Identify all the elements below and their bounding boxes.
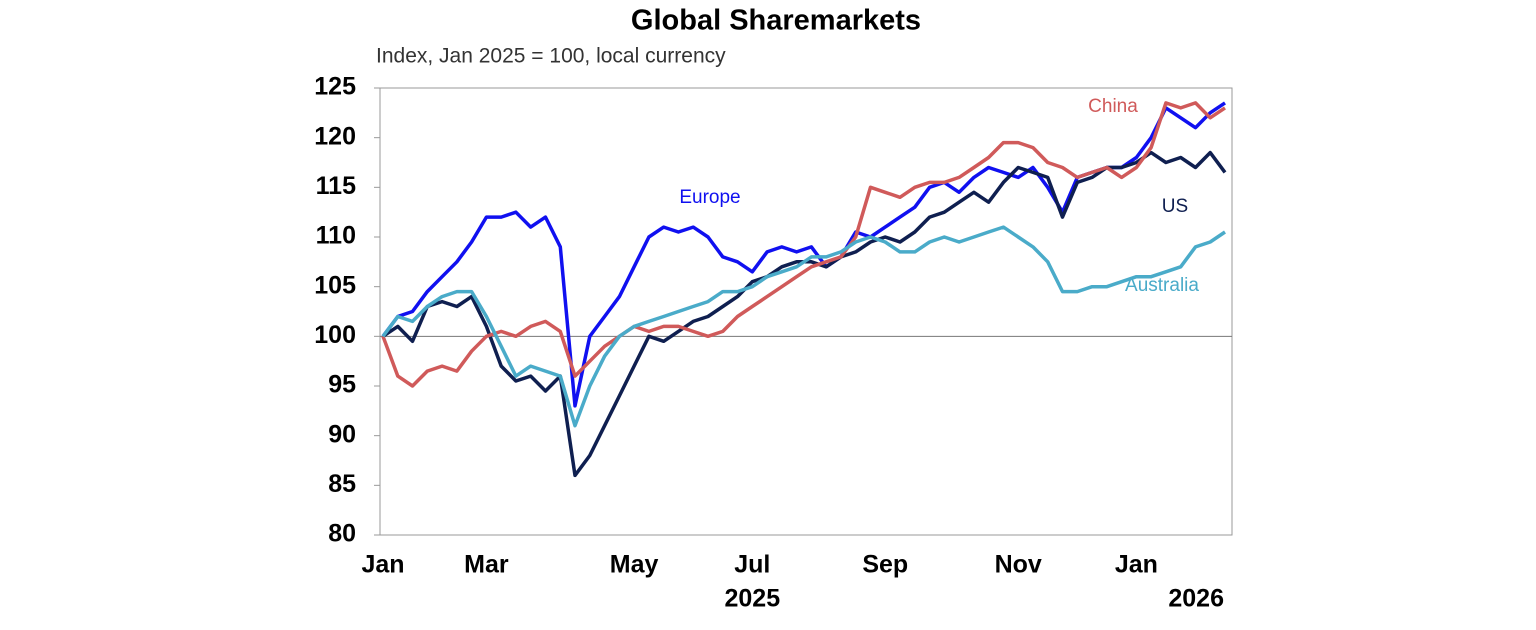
x-tick-label: Jan [361,551,404,579]
x-tick-label: Mar [464,551,509,579]
y-tick-label: 85 [328,470,356,498]
y-tick-label: 105 [314,271,356,299]
y-tick-label: 110 [316,222,356,250]
plot-frame [379,87,1233,536]
series-line [381,225,1226,428]
x-tick-label: Jan [1115,551,1158,579]
x-tick-label: May [610,551,659,579]
x-tick-label: Jul [734,551,770,579]
x-tick-label: Sep [862,551,908,579]
x-year-label: 2026 [1168,585,1224,613]
series-line [381,101,1226,388]
y-tick-label: 90 [328,420,356,448]
y-tick-label: 120 [314,122,356,150]
chart-title: Global Sharemarkets [631,5,921,37]
y-tick-label: 95 [328,371,356,399]
series-label: US [1162,196,1188,217]
y-tick-label: 100 [314,321,356,349]
x-tick-label: Nov [995,551,1042,579]
chart-subtitle: Index, Jan 2025 = 100, local currency [376,45,726,68]
series-label: China [1088,96,1138,117]
y-tick-label: 125 [314,73,356,101]
y-tick-label: 80 [328,520,356,548]
x-year-label: 2025 [724,585,780,613]
series-label: Australia [1125,275,1199,296]
y-tick-label: 115 [316,172,356,200]
series-label: Europe [679,187,740,208]
series-line [382,150,1227,478]
